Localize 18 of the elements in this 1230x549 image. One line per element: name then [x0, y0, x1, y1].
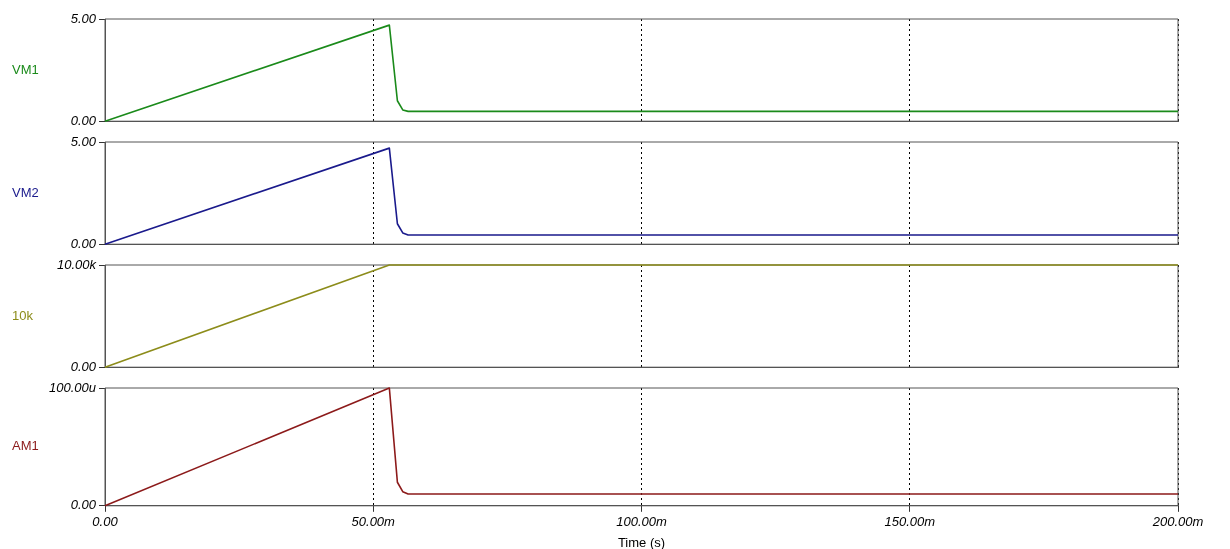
y-axis-title: VM2 — [12, 184, 39, 200]
y-tick-label: 0.00 — [70, 235, 97, 251]
y-tick-label: 0.00 — [70, 358, 97, 374]
y-tick-label: 5.00 — [70, 10, 97, 26]
y-tick-label: 5.00 — [70, 133, 97, 149]
x-tick-label: 0.00 — [92, 514, 119, 530]
y-tick-label: 0.00 — [70, 112, 97, 128]
y-axis-title: VM1 — [12, 61, 39, 77]
y-axis-title: AM1 — [12, 438, 39, 454]
x-tick-label: 50.00m — [351, 514, 396, 530]
y-tick-label: 10.00k — [56, 256, 98, 272]
y-tick-label: 0.00 — [70, 497, 97, 513]
x-tick-label: 150.00m — [884, 514, 936, 530]
y-tick-label: 100.00u — [49, 379, 96, 395]
x-tick-label: 200.00m — [1151, 514, 1204, 530]
x-axis-title: Time (s) — [617, 534, 666, 549]
y-axis-title: 10k — [12, 307, 34, 323]
x-tick-label: 100.00m — [616, 514, 667, 530]
